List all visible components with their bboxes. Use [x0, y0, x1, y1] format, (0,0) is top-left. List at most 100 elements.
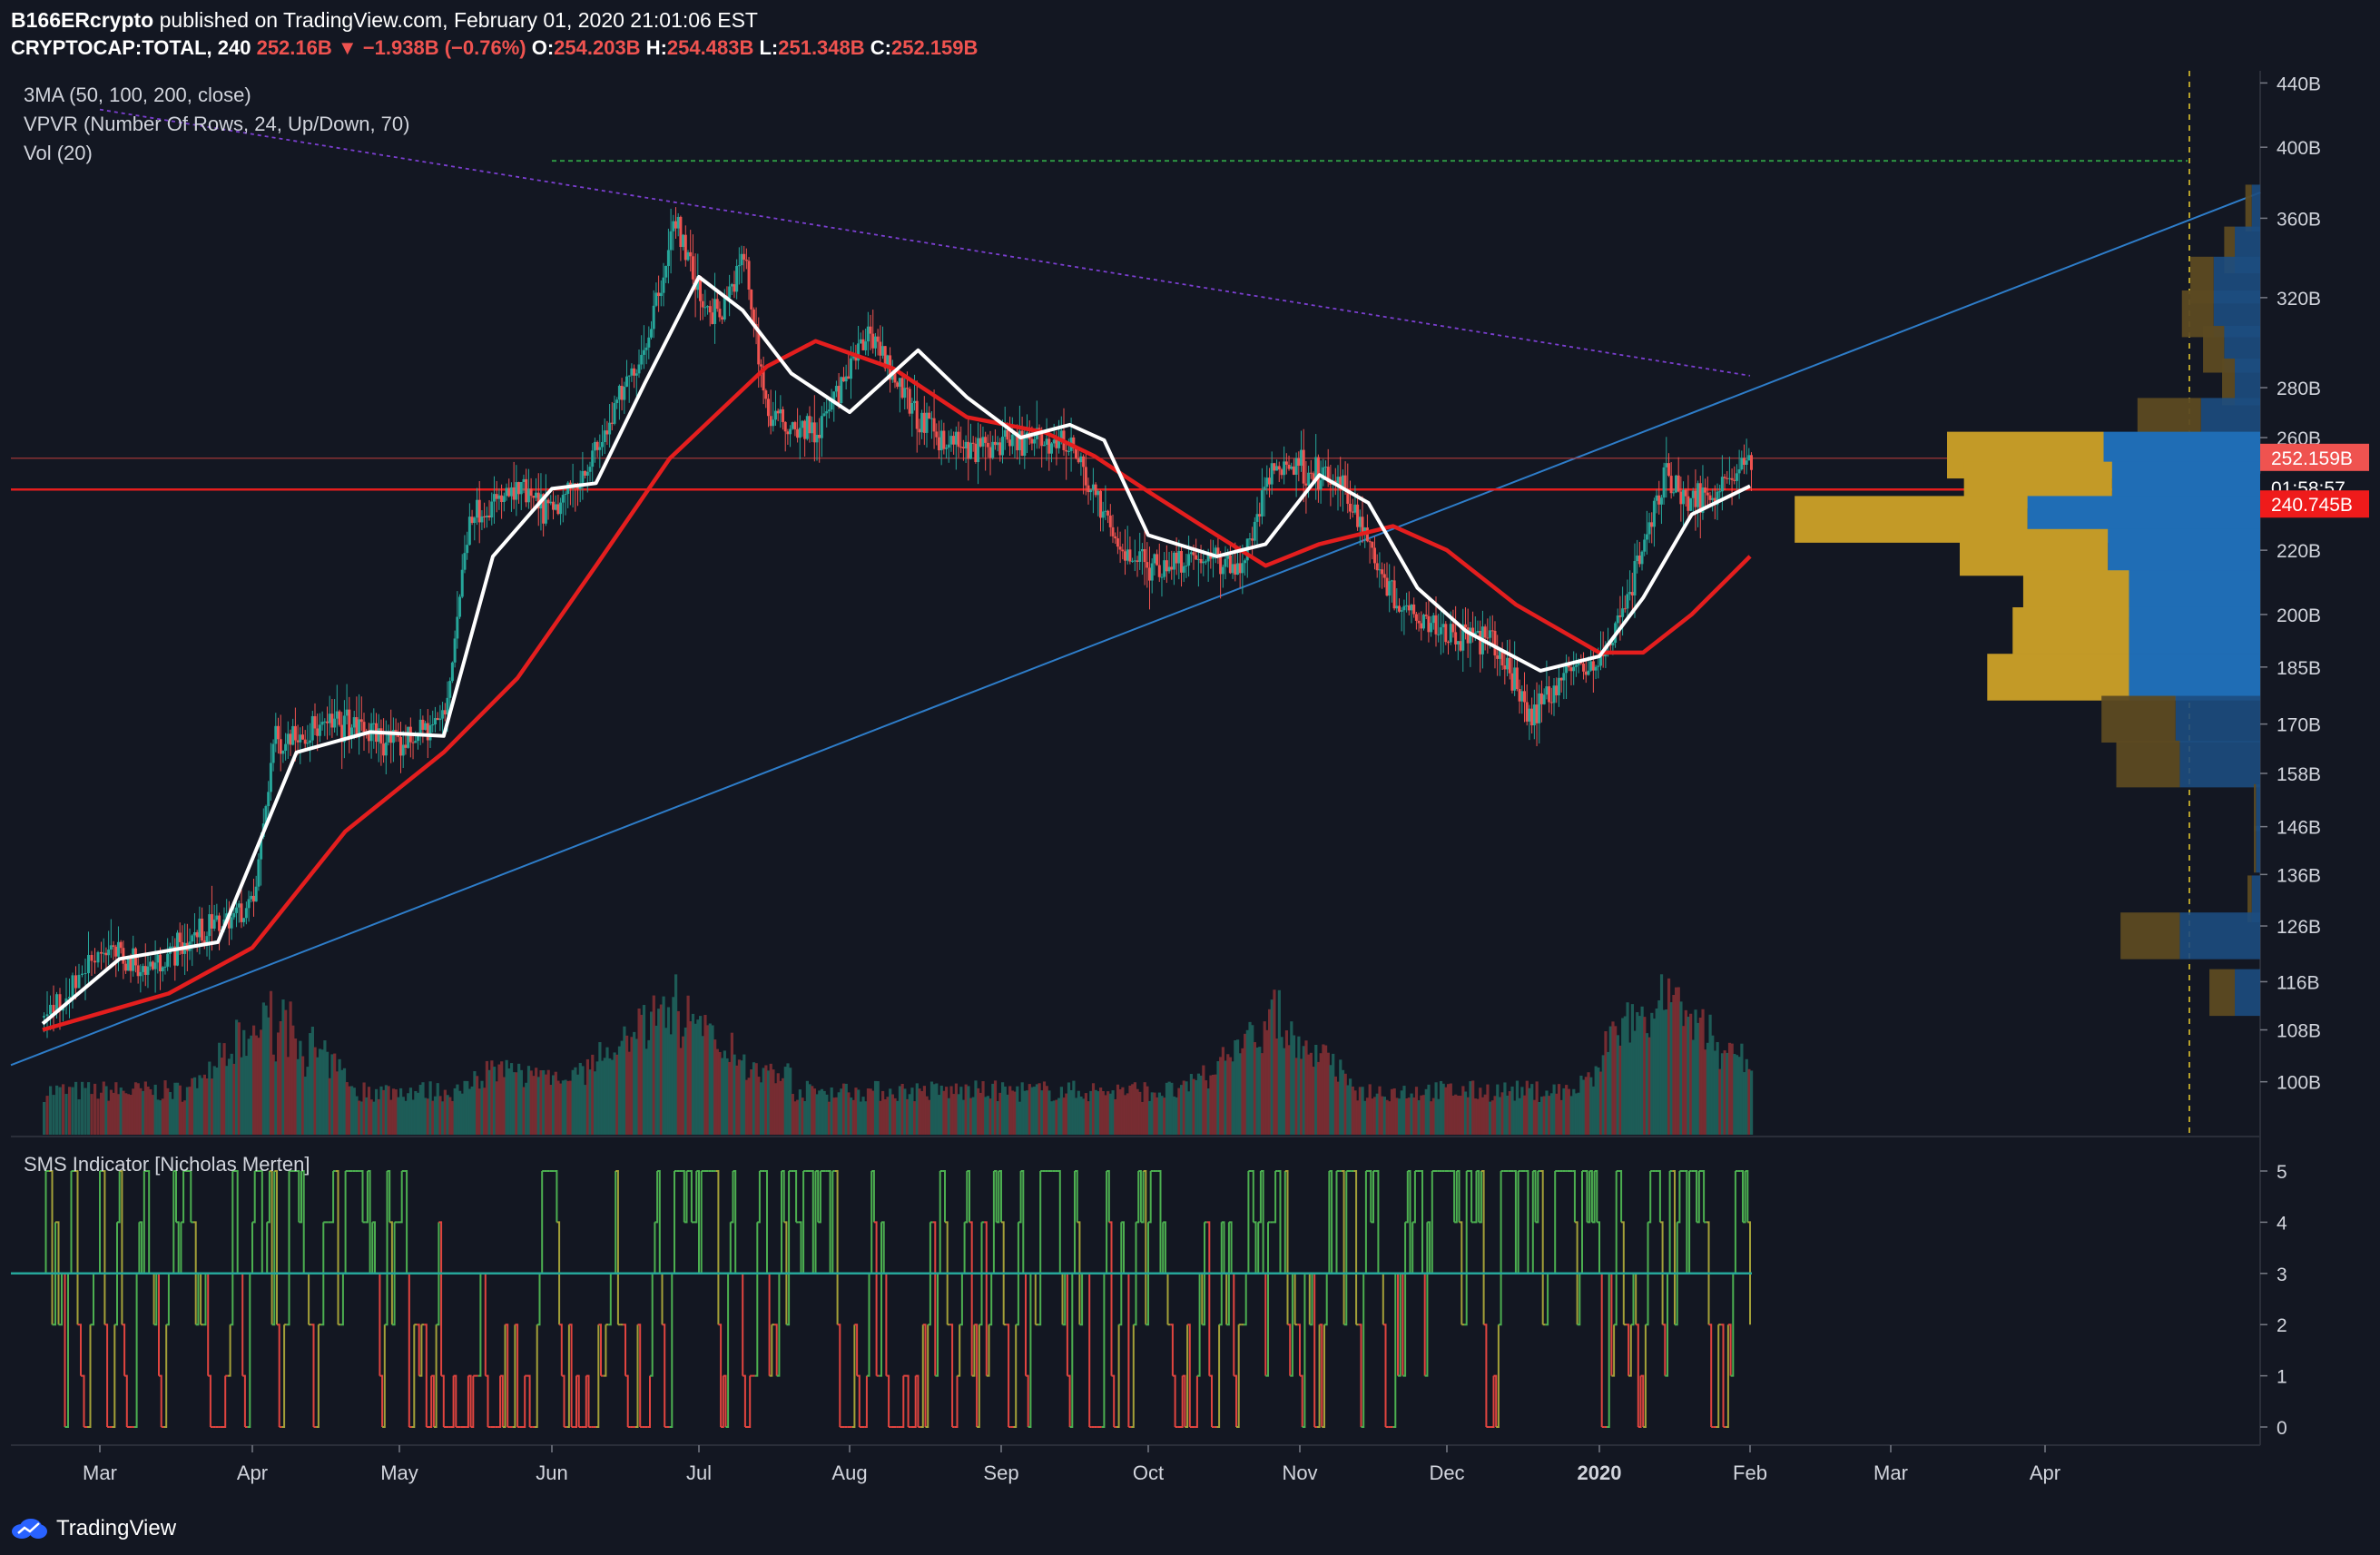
volume-bars [43, 974, 1754, 1135]
volume-bar [1165, 1082, 1169, 1135]
volume-bar [1126, 1093, 1129, 1135]
candle-body [463, 553, 467, 570]
sms-segment [404, 1170, 408, 1274]
volume-bar [811, 1086, 814, 1135]
volume-bar [879, 1100, 882, 1135]
candle-body [1506, 657, 1510, 670]
volume-bar [1297, 1036, 1301, 1135]
volume-bar [929, 1081, 934, 1135]
volume-bar [535, 1068, 538, 1135]
volume-bar [1640, 1006, 1644, 1135]
sms-segment [1479, 1171, 1482, 1224]
volume-bar [633, 1031, 636, 1135]
volume-bar [782, 1078, 785, 1135]
sms-segment [920, 1324, 924, 1428]
volume-bar [1368, 1084, 1372, 1135]
volume-bar [559, 1083, 563, 1135]
sms-segment [559, 1324, 563, 1376]
volume-bar [588, 1069, 592, 1135]
volume-bar [512, 1072, 516, 1135]
volume-bar [627, 1051, 631, 1135]
volume-bar [1532, 1099, 1537, 1135]
candle-body [112, 945, 115, 947]
volume-bar [1221, 1047, 1225, 1135]
volume-bar [1216, 1061, 1220, 1135]
volume-bar [428, 1081, 432, 1135]
tradingview-branding[interactable]: TradingView [9, 1515, 176, 1542]
candle-body [1319, 480, 1323, 490]
volume-bar [851, 1099, 855, 1135]
candle-body [1206, 552, 1210, 562]
volume-bar [696, 1019, 700, 1135]
volume-bar [832, 1097, 836, 1135]
legend-vpvr[interactable]: VPVR (Number Of Rows, 24, Up/Down, 70) [24, 113, 410, 135]
sms-segment [1545, 1273, 1549, 1326]
symbol-label[interactable]: CRYPTOCAP:TOTAL, 240 [11, 36, 251, 59]
volume-bar [1591, 1086, 1596, 1135]
author-name[interactable]: B166ERcrypto [11, 8, 154, 32]
candle-body [939, 430, 943, 451]
sms-segment [1111, 1374, 1116, 1427]
candle-body [414, 741, 418, 743]
volume-bar [436, 1083, 439, 1135]
candle-body [1195, 555, 1198, 560]
volume-bar [652, 995, 655, 1135]
volume-bar [1414, 1087, 1419, 1135]
volume-bar [1322, 1044, 1325, 1135]
candle-body [1677, 475, 1680, 492]
volume-bar [1437, 1098, 1441, 1135]
volume-bar [205, 1078, 209, 1135]
sms-segment [743, 1374, 746, 1427]
candle-body [45, 1014, 49, 1017]
candle-body [1050, 443, 1053, 454]
candle-body [1616, 615, 1619, 624]
volume-bar [519, 1069, 523, 1135]
candle-body [77, 974, 81, 989]
sms-segment [1322, 1324, 1325, 1428]
volume-bar [456, 1084, 459, 1135]
sms-segment [1513, 1170, 1517, 1274]
candle-body [1652, 500, 1656, 527]
volume-bar [1614, 1026, 1618, 1135]
sms-segment [320, 1222, 325, 1326]
sms-segment [1574, 1221, 1578, 1325]
legend-vol[interactable]: Vol (20) [24, 142, 93, 164]
sms-segment [906, 1374, 910, 1427]
volume-bar [100, 1092, 103, 1135]
volume-bar [1292, 1035, 1296, 1135]
volume-bar [674, 974, 678, 1135]
volume-bar [1667, 978, 1671, 1135]
sms-segment [1636, 1324, 1639, 1427]
candle-body [772, 419, 775, 427]
volume-bar [1224, 1060, 1227, 1135]
sms-segment [505, 1324, 509, 1427]
candle-body [961, 447, 965, 449]
legend-ma[interactable]: 3MA (50, 100, 200, close) [24, 84, 251, 106]
candle-body [1010, 434, 1014, 447]
volume-bar [318, 1048, 322, 1135]
volume-bar [1177, 1088, 1181, 1135]
sms-segment [1701, 1170, 1706, 1223]
sms-segment [1640, 1374, 1645, 1427]
volume-bar [881, 1090, 885, 1135]
vpvr-down-volume-bar [2209, 969, 2236, 1017]
candle-body [703, 307, 707, 309]
candle-body [227, 913, 231, 929]
candle-body [1392, 580, 1396, 609]
volume-bar [827, 1101, 831, 1135]
candle-body [359, 719, 363, 723]
legend-sms[interactable]: SMS Indicator [Nicholas Merten] [24, 1153, 310, 1176]
candle-body [1704, 487, 1707, 493]
volume-bar [1434, 1082, 1438, 1135]
volume-bar [1579, 1075, 1583, 1135]
sms-segment [195, 1273, 200, 1326]
sms-segment [1219, 1222, 1223, 1326]
candle-body [827, 409, 831, 412]
volume-bar [1091, 1083, 1096, 1135]
sms-segment [181, 1171, 185, 1224]
sms-segment [166, 1273, 170, 1326]
sms-segment [556, 1221, 561, 1325]
sms-segment [260, 1170, 263, 1274]
volume-bar [1082, 1098, 1086, 1135]
